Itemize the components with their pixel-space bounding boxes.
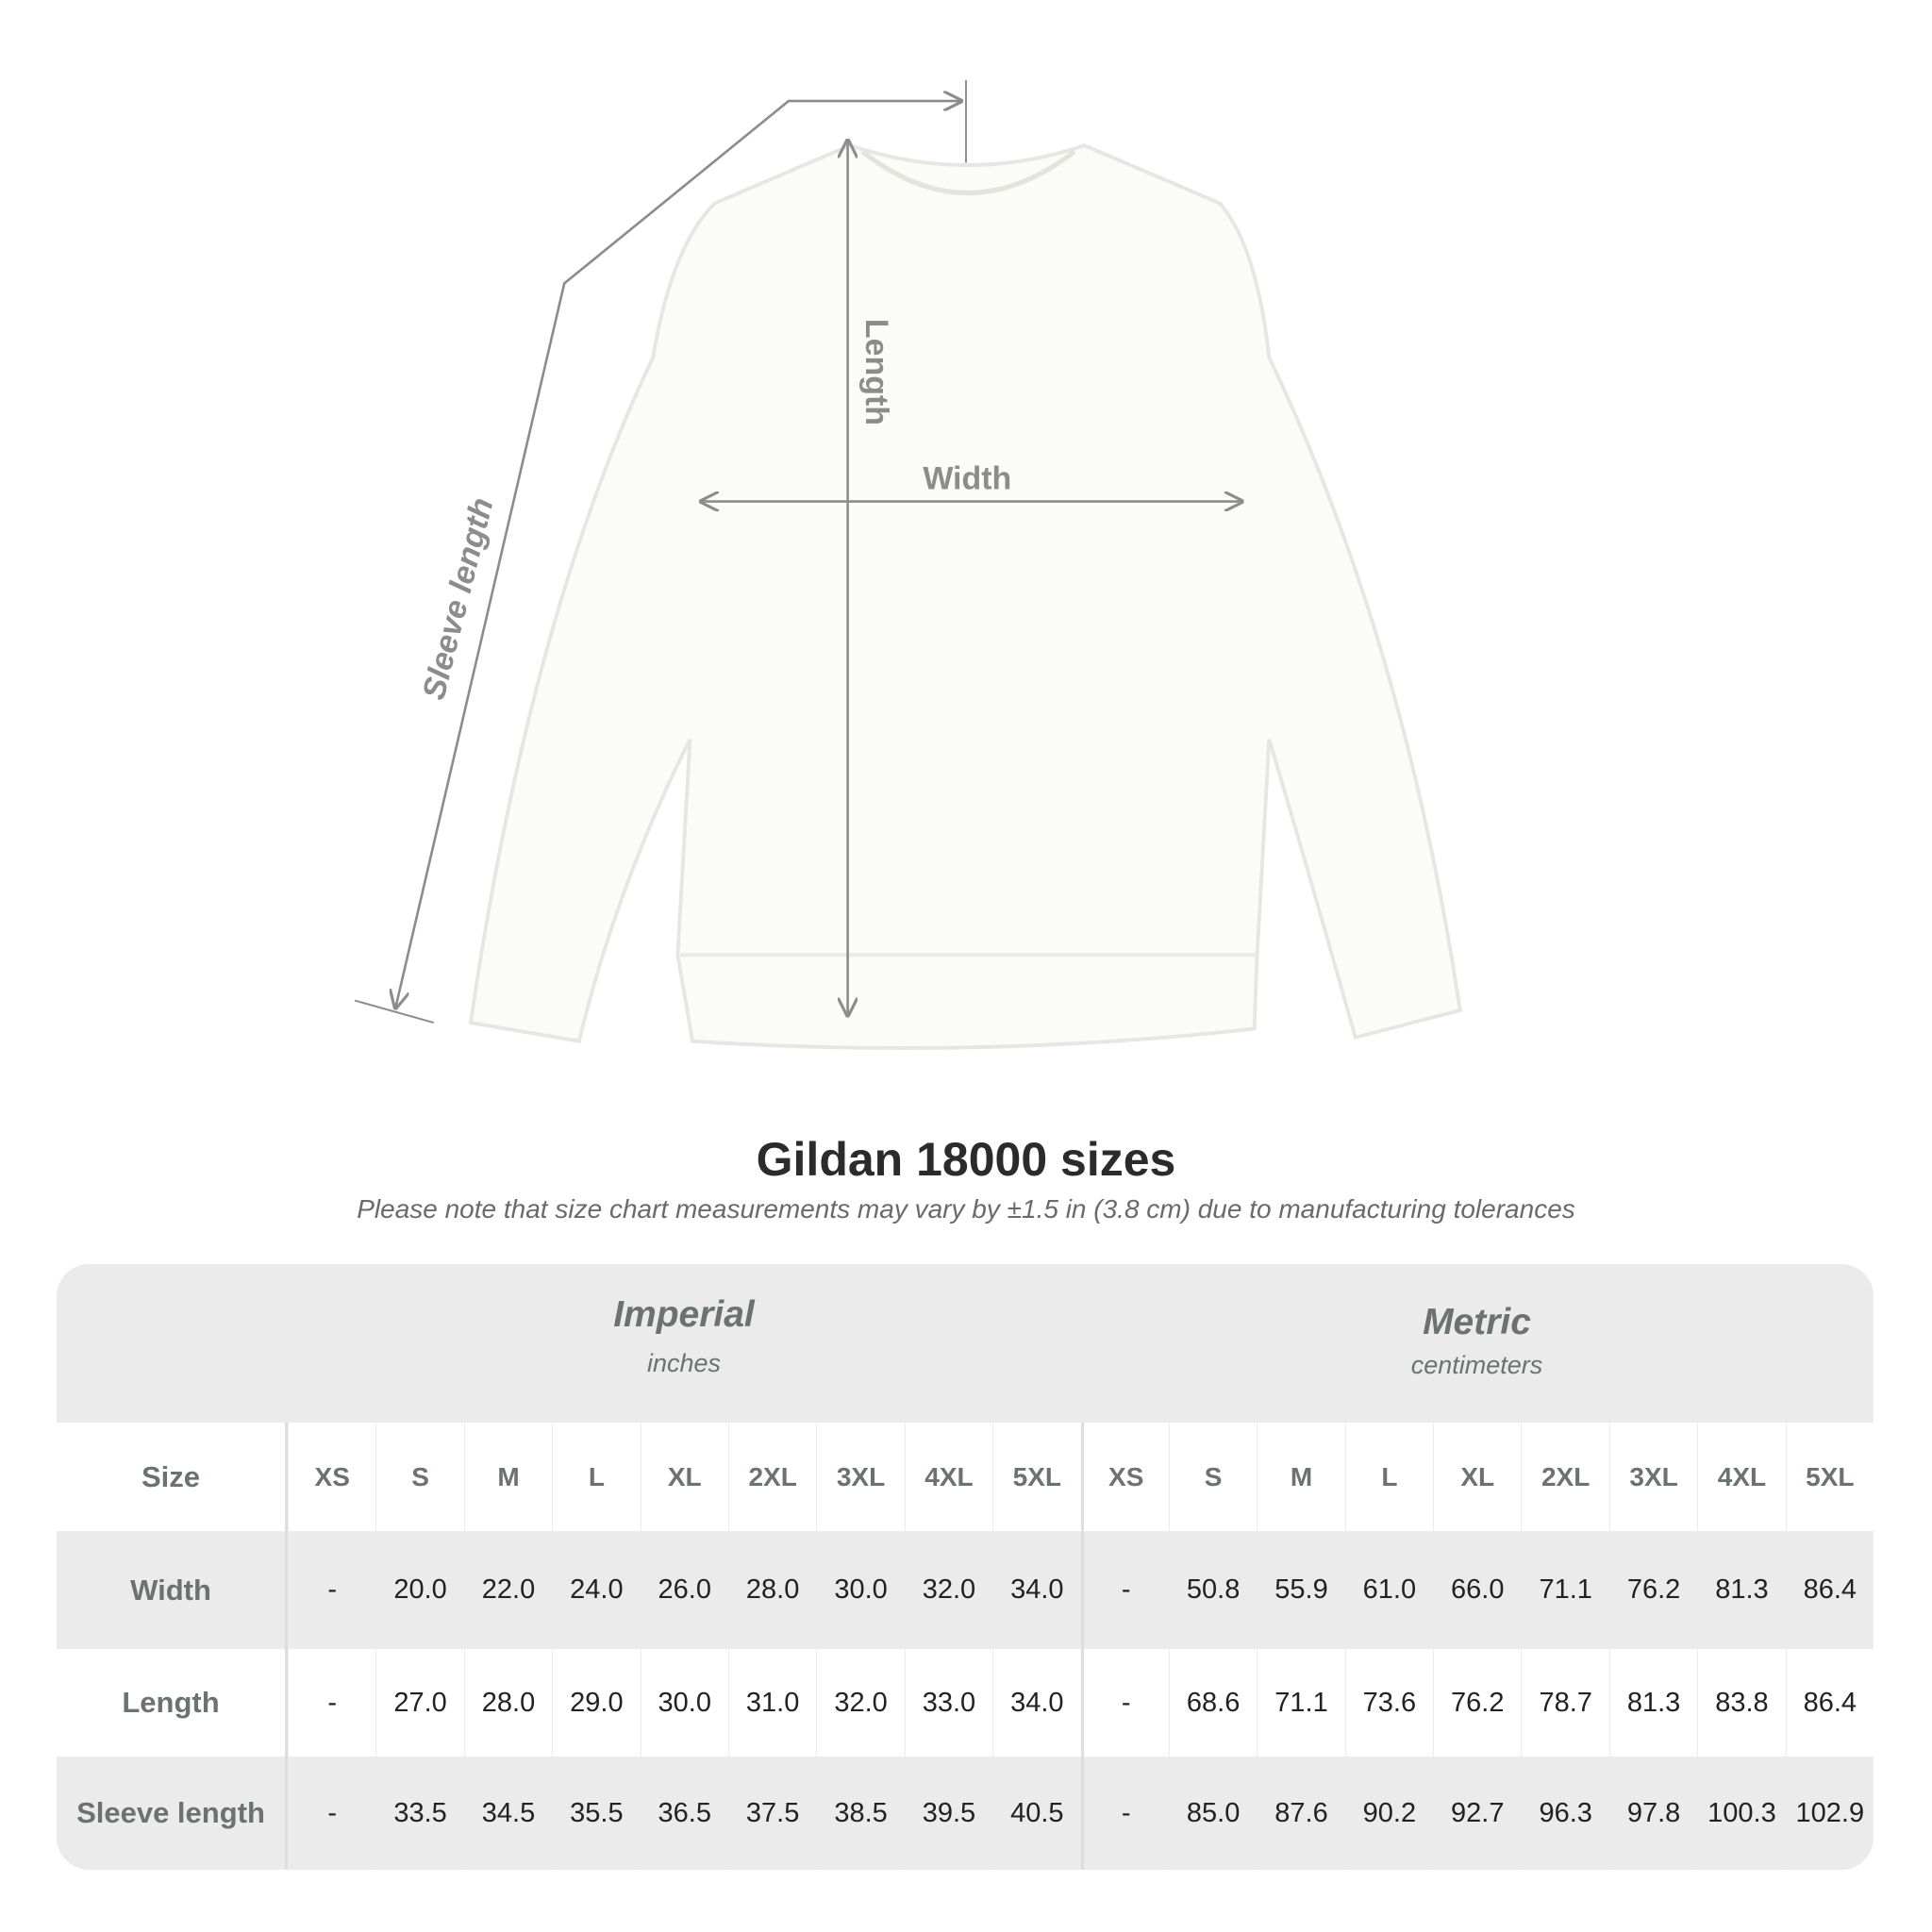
measurement-lines [354,79,1241,1024]
size-imperial-s: S [375,1423,463,1531]
table-cell: 97.8 [1608,1757,1697,1870]
table-cell: 87.6 [1257,1757,1344,1870]
table-cell: 61.0 [1344,1531,1433,1649]
table-cell: 92.7 [1433,1757,1521,1870]
table-cell: 66.0 [1433,1531,1521,1649]
imperial-unit: inches [646,1349,722,1377]
table-cell: 85.0 [1168,1757,1257,1870]
size-imperial-xl: XL [640,1423,728,1531]
size-metric-m: M [1257,1423,1344,1531]
sweatshirt-shape [468,143,1462,1050]
table-cell: 32.0 [816,1649,904,1757]
size-metric-3xl: 3XL [1608,1423,1697,1531]
size-metric-l: L [1344,1423,1433,1531]
row-header: Width [57,1531,288,1649]
table-cell: 37.5 [727,1757,816,1870]
table-cell: 40.5 [992,1757,1080,1870]
table-cell: 31.0 [727,1649,816,1757]
size-imperial-xs: XS [288,1423,375,1531]
size-imperial-5xl: 5XL [992,1423,1080,1531]
table-cell: 34.0 [992,1531,1080,1649]
table-cell: 22.0 [463,1531,552,1649]
table-cell: 81.3 [1697,1531,1785,1649]
metric-header: Metric centimeters [1080,1302,1874,1380]
metric-unit: centimeters [1410,1351,1543,1379]
size-imperial-4xl: 4XL [904,1423,992,1531]
table-cell: 26.0 [640,1531,728,1649]
size-imperial-m: M [463,1423,552,1531]
table-cell: 36.5 [640,1757,728,1870]
table-cell: - [1080,1757,1169,1870]
table-cell: 71.1 [1257,1649,1344,1757]
table-cell: 28.0 [463,1649,552,1757]
table-cell: 68.6 [1168,1649,1257,1757]
tolerance-note: Please note that size chart measurements… [357,1194,1575,1224]
table-cell: 28.0 [727,1531,816,1649]
table-cell: 33.5 [375,1757,463,1870]
size-metric-2xl: 2XL [1521,1423,1608,1531]
table-cell: 55.9 [1257,1531,1344,1649]
table-cell: 81.3 [1608,1649,1697,1757]
table-cell: 71.1 [1521,1531,1608,1649]
size-metric-xs: XS [1080,1423,1169,1531]
size-table: Imperial inches Metric centimeters Size X… [57,1264,1874,1870]
table-row: Sleeve length -33.5 34.5 35.5 36.5 37.5 38.5 39… [57,1757,1874,1870]
table-row: Width -20.0 22.0 24.0 26.0 28.0 30.0 32.0 34.0-5… [57,1531,1874,1649]
table-cell: 39.5 [904,1757,992,1870]
size-metric-4xl: 4XL [1697,1423,1785,1531]
table-cell: 78.7 [1521,1649,1608,1757]
imperial-header: Imperial inches [288,1294,1080,1378]
table-cell: 86.4 [1785,1649,1874,1757]
table-cell: 30.0 [640,1649,728,1757]
width-label: Width [923,461,1011,497]
table-cell: 73.6 [1344,1649,1433,1757]
imperial-title: Imperial [613,1294,755,1335]
sweatshirt-illustration: Length Width Sleeve length [354,79,1462,1050]
table-cell: 30.0 [816,1531,904,1649]
table-cell: 86.4 [1785,1531,1874,1649]
table-cell: 24.0 [552,1531,640,1649]
table-cell: - [1080,1531,1169,1649]
table-cell: 33.0 [904,1649,992,1757]
metric-title: Metric [1423,1302,1531,1342]
table-cell: 90.2 [1344,1757,1433,1870]
table-cell: - [288,1649,375,1757]
page-title: Gildan 18000 sizes [756,1133,1176,1186]
row-header: Length [57,1649,288,1757]
size-metric-xl: XL [1433,1423,1521,1531]
size-metric-5xl: 5XL [1785,1423,1874,1531]
size-header: Size [57,1423,288,1531]
table-cell: 32.0 [904,1531,992,1649]
table-cell: 35.5 [552,1757,640,1870]
table-row: Length -27.0 28.0 29.0 30.0 31.0 32.0 33.0 34.0-… [57,1649,1874,1757]
length-label: Length [858,319,894,425]
row-header: Sleeve length [57,1757,288,1870]
table-cell: - [1080,1649,1169,1757]
table-cell: 83.8 [1697,1649,1785,1757]
size-row: Size XS S M L XL 2XL 3XL 4XL 5XL XS S M L XL 2XL 3XL 4XL 5… [57,1423,1874,1531]
table-cell: 34.5 [463,1757,552,1870]
table-cell: 50.8 [1168,1531,1257,1649]
table-cell: 38.5 [816,1757,904,1870]
size-imperial-3xl: 3XL [816,1423,904,1531]
table-cell: 34.0 [992,1649,1080,1757]
table-cell: 29.0 [552,1649,640,1757]
table-cell: 102.9 [1785,1757,1874,1870]
table-header: Imperial inches Metric centimeters [57,1264,1874,1423]
table-cell: 100.3 [1697,1757,1785,1870]
table-cell: - [288,1757,375,1870]
table-cell: - [288,1531,375,1649]
table-cell: 27.0 [375,1649,463,1757]
table-cell: 96.3 [1521,1757,1608,1870]
table-cell: 76.2 [1433,1649,1521,1757]
sleeve-length-label: Sleeve length [416,494,501,703]
size-imperial-2xl: 2XL [727,1423,816,1531]
size-imperial-l: L [552,1423,640,1531]
table-cell: 76.2 [1608,1531,1697,1649]
size-metric-s: S [1168,1423,1257,1531]
table-cell: 20.0 [375,1531,463,1649]
